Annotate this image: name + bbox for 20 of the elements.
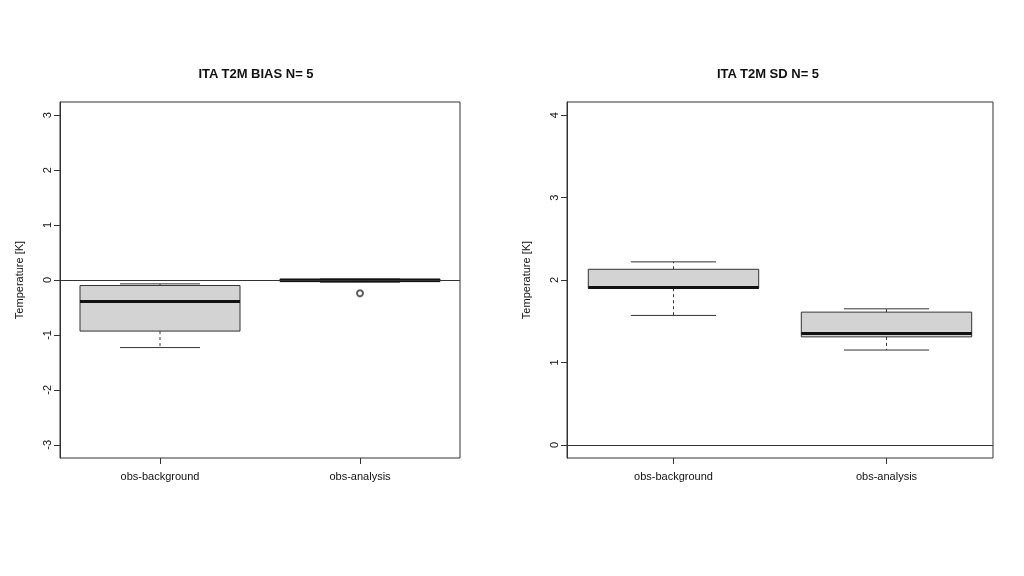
chart-title: ITA T2M BIAS N= 5 <box>198 66 314 81</box>
x-tick-label: obs-background <box>120 469 200 482</box>
y-tick-label: 2 <box>547 276 560 284</box>
y-tick-label: 4 <box>547 112 560 119</box>
y-axis-title: Temperature [K] <box>519 240 532 320</box>
x-tick-label: obs-analysis <box>855 469 918 482</box>
y-tick-label: 0 <box>547 441 560 448</box>
y-axis-title: Temperature [K] <box>12 240 25 320</box>
y-tick-label: 3 <box>547 194 560 201</box>
y-tick-label: 1 <box>547 359 560 366</box>
y-tick-label: -1 <box>40 330 53 340</box>
y-tick-label: 0 <box>40 276 53 284</box>
y-tick-label: -3 <box>40 439 53 450</box>
y-tick-label: 2 <box>40 167 53 174</box>
x-tick-label: obs-analysis <box>329 469 392 482</box>
y-tick-label: 3 <box>40 112 53 119</box>
chart-title: ITA T2M SD N= 5 <box>716 66 820 81</box>
y-tick-label: 1 <box>40 222 53 229</box>
x-tick-label: obs-background <box>634 469 713 482</box>
y-tick-label: -2 <box>40 384 53 395</box>
